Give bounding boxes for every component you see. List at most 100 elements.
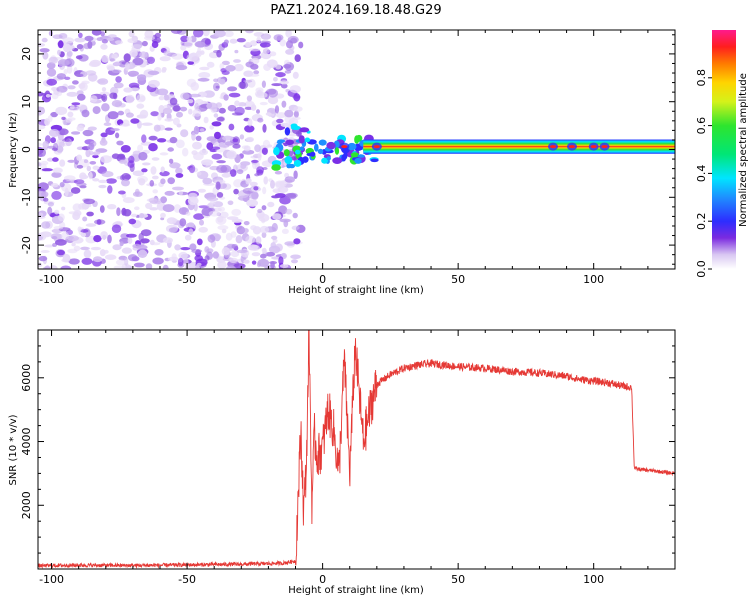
spectrogram-noise-blob (134, 206, 140, 211)
spectrogram-noise-blob (163, 50, 171, 57)
spectrogram-noise-blob (129, 49, 138, 58)
spectrogram-noise-blob (154, 32, 161, 38)
spectrogram-transition-blob (310, 151, 316, 157)
spectrogram-noise-blob (111, 224, 122, 233)
spectrogram-noise-blob (199, 66, 210, 71)
spectrogram-noise-blob (156, 88, 169, 96)
spectrogram-transition-blob (343, 151, 348, 160)
spectrogram-noise-blob (100, 231, 108, 240)
spectrogram-noise-blob (228, 92, 241, 98)
spectrogram-noise-blob (164, 127, 173, 131)
spectrogram-noise-blob (233, 188, 239, 195)
spectrogram-noise-blob (216, 164, 228, 174)
spectrogram-noise-blob (295, 130, 302, 137)
spectrogram-x-tick-label: 100 (583, 273, 604, 286)
spectrogram-noise-blob (259, 101, 268, 106)
snr-x-tick-label: -100 (39, 573, 64, 586)
spectrogram-noise-blob (175, 64, 188, 71)
spectrogram-noise-blob (226, 150, 237, 160)
spectrogram-noise-blob (160, 212, 166, 218)
spectrogram-noise-blob (243, 259, 250, 264)
spectrogram-noise-blob (255, 92, 268, 99)
spectrogram-noise-blob (72, 203, 82, 212)
spectrogram-noise-blob (66, 91, 78, 97)
spectrogram-noise-blob (199, 219, 204, 226)
spectrogram-noise-blob (100, 31, 105, 37)
spectrogram-noise-blob (122, 197, 135, 204)
spectrogram-noise-blob (211, 153, 223, 160)
spectrogram-noise-blob (39, 48, 50, 53)
spectrogram-noise-blob (92, 151, 101, 155)
spectrogram-noise-blob (67, 85, 76, 90)
spectrogram-noise-blob (196, 262, 202, 267)
spectrogram-transition-blob (350, 152, 359, 158)
spectrogram-noise-blob (131, 44, 143, 49)
spectrogram-noise-blob (180, 35, 189, 42)
spectrogram-noise-blob (115, 259, 126, 266)
spectrogram-noise-blob (285, 30, 292, 38)
spectrogram-noise-blob (43, 197, 49, 202)
spectrogram-noise-blob (221, 60, 230, 66)
spectrogram-noise-blob (100, 155, 112, 164)
spectrogram-noise-blob (149, 180, 155, 187)
spectrogram-noise-blob (175, 173, 184, 178)
spectrogram-noise-blob (99, 139, 108, 146)
spectrogram-noise-blob (107, 185, 113, 194)
spectrogram-noise-blob (74, 37, 86, 43)
spectrogram-noise-blob (133, 262, 145, 268)
spectrogram-noise-blob (236, 169, 244, 175)
spectrogram-noise-blob (245, 235, 256, 244)
spectrogram-noise-blob (211, 121, 222, 127)
spectrogram-noise-blob (281, 83, 288, 89)
spectrogram-noise-blob (263, 176, 269, 185)
spectrogram-noise-blob (219, 78, 226, 85)
spectrogram-noise-blob (262, 123, 267, 133)
spectrogram-transition-blob (284, 127, 291, 136)
spectrogram-noise-blob (136, 74, 147, 81)
spectrogram-noise-blob (194, 40, 207, 48)
snr-ticks: -100 -50 0 50 100 6000 4000 2000 (20, 329, 676, 586)
spectrogram-noise-blob (172, 186, 184, 191)
snr-x-tick-label: 50 (451, 573, 465, 586)
colorbar-label: Normalized spectral amplitude (738, 73, 749, 227)
spectrogram-noise-blob (234, 49, 239, 54)
spectrogram-transition-blob (347, 142, 357, 151)
spectrogram-transition-blob (354, 157, 362, 164)
spectrogram-noise-blob (38, 182, 49, 191)
snr-y-tick-label: 6000 (20, 364, 33, 392)
spectrogram-noise-blob (178, 190, 183, 196)
spectrogram-noise-blob (257, 152, 262, 161)
colorbar-tick-label: 0.2 (695, 212, 708, 230)
spectrogram-noise-blob (132, 57, 144, 66)
spectrogram-noise-blob (216, 160, 226, 164)
spectrogram-noise-blob (195, 135, 202, 141)
spectrogram-noise-blob (193, 125, 200, 135)
spectrogram-noise-blob (92, 178, 100, 182)
spectrogram-noise-blob (271, 83, 283, 87)
spectrogram-noise-blob (38, 42, 46, 47)
spectrogram-noise-blob (152, 189, 158, 194)
spectrogram-noise-blob (198, 226, 208, 233)
spectrogram-noise-blob (93, 235, 102, 243)
spectrogram-noise-blob (52, 34, 63, 39)
spectrogram-noise-blob (76, 154, 83, 161)
spectrogram-noise-blob (176, 111, 183, 118)
spectrogram-noise-blob (64, 187, 69, 197)
spectrogram-noise-blob (256, 109, 260, 114)
spectrogram-noise-blob (111, 69, 122, 74)
spectrogram-noise-blob (56, 85, 68, 93)
spectrogram-noise-blob (278, 205, 288, 215)
spectrogram-noise-blob (222, 135, 234, 141)
spectrogram-noise-blob (260, 253, 267, 259)
spectrogram-noise-blob (68, 258, 80, 265)
spectrogram-noise-blob (44, 244, 55, 248)
spectrogram-noise-blob (88, 61, 100, 67)
spectrogram-noise-blob (132, 191, 143, 197)
spectrogram-noise-blob (91, 30, 102, 36)
spectrogram-noise-blob (98, 179, 108, 184)
spectrogram-noise-blob (234, 100, 240, 107)
spectrogram-noise-blob (178, 251, 188, 260)
spectrogram-noise-blob (285, 49, 295, 55)
spectrogram-noise-blob (204, 246, 210, 253)
spectrogram-noise-blob (180, 92, 190, 100)
